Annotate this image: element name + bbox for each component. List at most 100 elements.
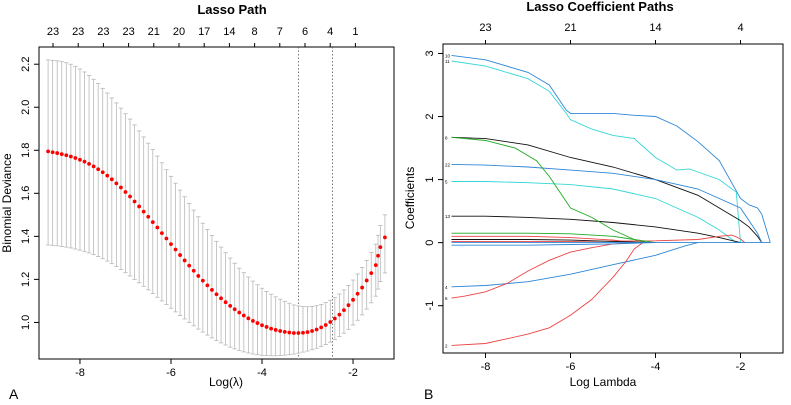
- panel-a-point: [232, 307, 237, 312]
- panel-a-point: [319, 325, 324, 330]
- panel-a-point: [260, 323, 264, 328]
- panel-b-x-axis: -8 -6 -4 -2: [481, 353, 746, 373]
- panel-b-x-label: Log Lambda: [570, 375, 637, 389]
- panel-a-point: [373, 263, 378, 268]
- panel-a-point: [273, 328, 278, 332]
- panel-a-point: [169, 242, 173, 246]
- panel-b-top-tick-label: 23: [479, 22, 491, 34]
- panel-a-y-label: Binomial Deviance: [0, 153, 14, 253]
- panel-a-error-bars: [45, 59, 388, 357]
- panel-a-point: [141, 209, 146, 214]
- panel-a-point: [205, 283, 210, 288]
- panel-a-point: [382, 235, 387, 240]
- panel-b-x-tick-label: -4: [651, 361, 661, 373]
- panel-b-series-line: [451, 235, 635, 244]
- panel-a-point: [296, 331, 301, 335]
- panel-a-top-tick-label: 23: [47, 26, 59, 38]
- panel-b-series-line: [451, 136, 763, 243]
- panel-a-point: [291, 331, 296, 335]
- panel-a-point: [241, 313, 246, 318]
- panel-a-top-tick-label: 20: [173, 26, 185, 38]
- panel-a-y-tick-label: 1.6: [20, 186, 32, 201]
- panel-a-point: [346, 303, 351, 308]
- panel-b-series-label: 10: [445, 53, 451, 58]
- panel-a-point: [68, 154, 73, 159]
- panel-b-series-line: [451, 242, 656, 246]
- panel-a-point: [105, 173, 110, 178]
- panel-a-y-tick-label: 2.2: [20, 57, 32, 72]
- panel-a-point: [128, 194, 132, 199]
- panel-a-point: [187, 263, 192, 268]
- panel-a-point: [378, 245, 383, 250]
- panel-a-y-tick-label: 1.0: [20, 315, 32, 330]
- panel-a-point: [369, 271, 374, 276]
- panel-a-top-tick-label: 8: [252, 26, 258, 38]
- panel-a-point: [132, 199, 137, 204]
- panel-b-plot-box: [442, 43, 784, 354]
- panel-a-y-tick-label: 1.4: [20, 229, 32, 244]
- panel-a-point: [200, 278, 205, 283]
- panel-a-point: [123, 190, 128, 194]
- panel-a-point: [342, 308, 346, 313]
- panel-a-point: [251, 319, 255, 323]
- panel-a-point: [301, 330, 305, 335]
- panel-b-series-label: 2: [445, 343, 448, 348]
- panel-b-series-line: [451, 232, 656, 244]
- panel-b-series-line: [451, 242, 699, 288]
- panel-b-series-label: 13: [445, 214, 451, 219]
- panel-a-point: [178, 253, 182, 257]
- panel-a-point: [337, 312, 342, 317]
- panel-a-point: [328, 320, 333, 324]
- panel-a-point: [314, 327, 319, 332]
- panel-a-point: [109, 177, 114, 182]
- panel-b-series-line: [451, 54, 771, 243]
- panel-b-y-tick-label: -1: [424, 301, 436, 311]
- panel-a-title: Lasso Path: [197, 2, 266, 17]
- panel-b-series-line: [451, 136, 648, 244]
- panel-a-point: [96, 167, 101, 172]
- panel-b-top-tick-label: 21: [564, 22, 576, 34]
- panel-b-title: Lasso Coefficient Paths: [526, 0, 673, 14]
- panel-a-top-tick-label: 7: [277, 26, 283, 38]
- panel-a-point: [196, 274, 201, 278]
- panel-a-point: [150, 220, 155, 225]
- panel-b-series-label: 22: [445, 162, 451, 167]
- panel-a-point: [264, 325, 269, 329]
- panel-a-point: [73, 156, 78, 160]
- panel-a-point: [351, 297, 355, 302]
- panel-b-series-label: 8: [445, 135, 448, 140]
- panel-b-series-line: [451, 242, 635, 299]
- panel-a-y-axis: 1.0 1.2 1.4 1.6 1.8 2.0 2.2: [20, 57, 39, 330]
- panel-a-point: [119, 185, 123, 190]
- panel-b-x-tick-label: -2: [736, 361, 746, 373]
- panel-a-point: [173, 247, 178, 252]
- panel-a-top-axis: 23 23 23 23 21 20 17 14 8 7 6 4 1: [47, 26, 358, 47]
- panel-b-coefficient-lines: [451, 54, 771, 346]
- panel-a-point: [100, 170, 105, 175]
- panel-a-top-tick-label: 1: [352, 26, 358, 38]
- panel-a-point: [214, 292, 219, 297]
- panel-a-point: [191, 268, 196, 273]
- panel-a-point: [237, 310, 242, 315]
- panel-a-x-tick-label: -4: [257, 367, 267, 379]
- panel-a-point: [155, 225, 160, 230]
- panel-b-top-tick-label: 4: [737, 22, 743, 34]
- panel-a-point: [159, 231, 164, 236]
- panel-b-series-line: [451, 60, 741, 243]
- panel-b-letter: B: [424, 386, 433, 402]
- panel-a-reference-lines: [298, 47, 333, 359]
- panel-a-point: [287, 330, 292, 335]
- panel-a-point: [364, 278, 369, 283]
- panel-a-point: [137, 204, 142, 209]
- panel-a-y-tick-label: 2.0: [20, 100, 32, 115]
- panel-a-point: [210, 288, 214, 292]
- panel-a-point: [82, 159, 87, 164]
- panel-b-top-axis: 23 21 14 4: [479, 22, 744, 44]
- panel-a-letter: A: [9, 386, 19, 402]
- panel-a-x-tick-label: -8: [75, 367, 85, 379]
- panel-b-series-line: [451, 163, 763, 243]
- panel-b-series-line: [451, 239, 656, 244]
- panel-a-x-tick-label: -6: [166, 367, 176, 379]
